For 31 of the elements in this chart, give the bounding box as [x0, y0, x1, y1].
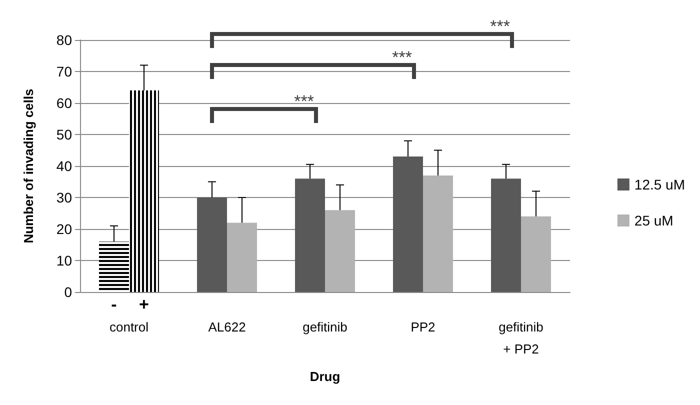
bar [227, 222, 257, 292]
series-label: - [111, 295, 117, 314]
bar [491, 178, 521, 292]
x-tick-label: PP2 [410, 320, 436, 334]
y-tick-label: 10 [56, 252, 72, 268]
annotation: *** [392, 48, 412, 67]
bar [295, 178, 325, 292]
bar [423, 175, 453, 292]
bar [521, 216, 551, 292]
x-tick-label: gefitinib + PP2 [498, 320, 544, 356]
x-tick-label: AL622 [208, 320, 246, 334]
y-tick-label: 40 [56, 158, 72, 174]
legend-label: 12.5 uM [634, 176, 686, 192]
x-tick-label: gefitinib [302, 320, 348, 334]
y-tick-label: 30 [56, 190, 72, 206]
bar [325, 210, 355, 292]
bar [197, 198, 227, 292]
x-tick-label: control [109, 320, 149, 334]
x-axis-title: Drug [310, 369, 340, 384]
y-tick-label: 0 [64, 284, 72, 300]
series-label: + [139, 295, 150, 314]
y-tick-label: 60 [56, 95, 72, 111]
legend-label: 25 uM [634, 212, 674, 228]
y-tick-label: 70 [56, 64, 72, 80]
annotation: *** [294, 92, 314, 111]
y-tick-label: 80 [56, 32, 72, 48]
bar [393, 156, 423, 292]
text: *** [490, 17, 510, 36]
y-tick-label: 50 [56, 126, 72, 142]
y-axis-title: Number of invading cells [21, 88, 36, 244]
y-tick-label: 20 [56, 221, 72, 237]
